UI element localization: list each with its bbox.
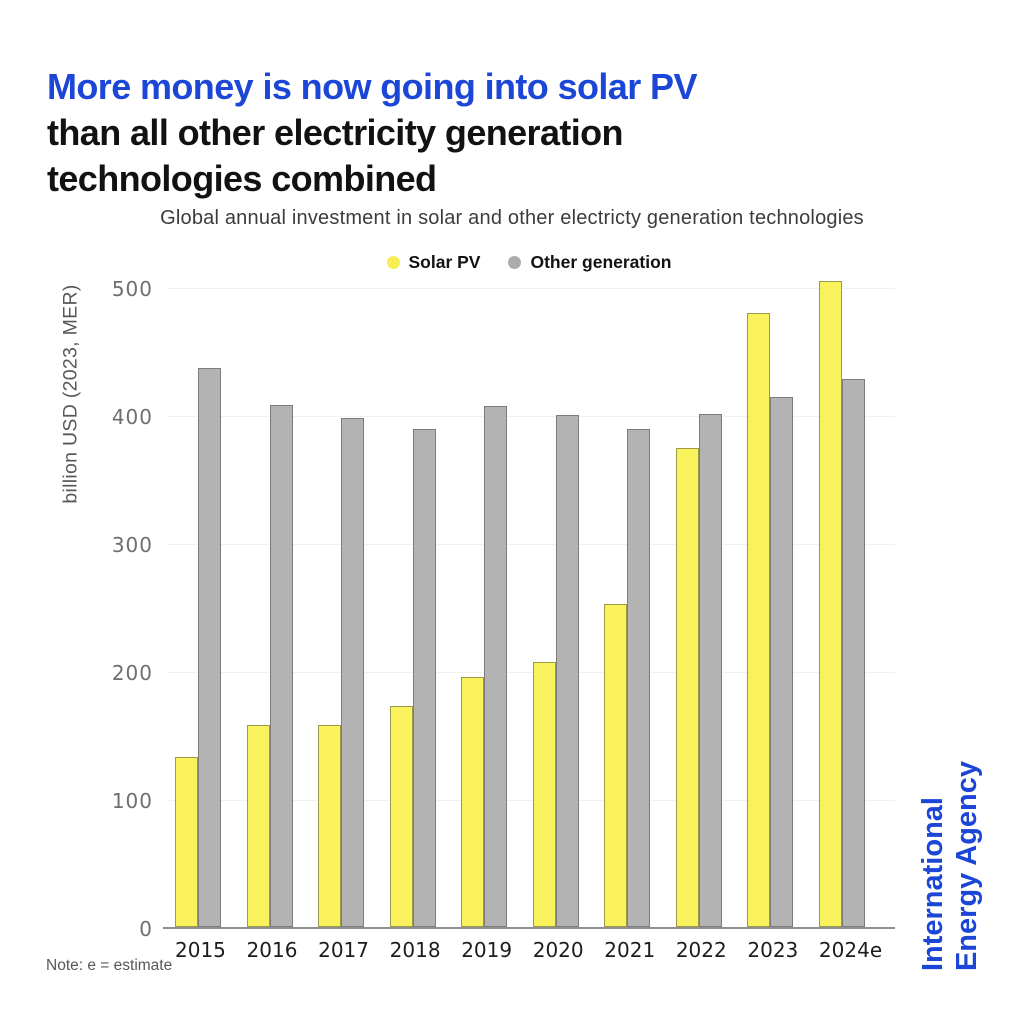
bars-layer [175, 269, 865, 927]
gridline-200 [168, 672, 895, 673]
other-generation-bar-2017 [341, 417, 365, 927]
solar-pv-bar-2023 [747, 312, 771, 927]
legend-dot-icon [386, 256, 400, 269]
x-tick-2024e: 2024e [818, 938, 883, 962]
other-generation-bar-2021 [627, 429, 651, 927]
other-generation-bar-2024e [841, 379, 865, 927]
y-tick-0: 0 [139, 917, 153, 941]
y-tick-200: 200 [111, 661, 153, 685]
other-generation-bar-2018 [412, 429, 436, 927]
y-tick-500: 500 [111, 277, 153, 301]
y-tick-100: 100 [111, 789, 153, 813]
solar-pv-bar-2021 [604, 604, 628, 927]
other-generation-bar-2015 [198, 367, 221, 927]
legend-item-solar-pv: Solar PV [386, 252, 481, 273]
page-title-line2: than all other electricity generation [47, 112, 624, 154]
gridline-500 [168, 288, 895, 289]
y-tick-400: 400 [111, 405, 153, 429]
other-generation-bar-2016 [269, 404, 293, 927]
solar-pv-bar-2022 [675, 448, 699, 927]
other-generation-bar-2020 [555, 415, 579, 927]
other-generation-bar-2019 [484, 406, 508, 927]
other-generation-bar-2022 [698, 413, 722, 927]
solar-pv-bar-2016 [246, 724, 270, 927]
bar-group-2016 [246, 404, 293, 927]
bar-group-2019 [461, 406, 508, 927]
x-tick-2022: 2022 [675, 938, 727, 962]
solar-pv-bar-2017 [318, 724, 342, 927]
x-tick-2023: 2023 [747, 938, 799, 962]
bar-group-2018 [389, 429, 436, 927]
other-generation-bar-2023 [770, 397, 794, 927]
gridline-100 [168, 800, 895, 801]
page-title-line3: technologies combined [47, 158, 437, 200]
x-tick-2020: 2020 [532, 938, 584, 962]
plot-area [163, 280, 895, 929]
x-tick-2017: 2017 [318, 938, 369, 962]
x-tick-2018: 2018 [389, 938, 441, 962]
legend-item-other-generation: Other generation [508, 252, 671, 273]
solar-pv-bar-2020 [532, 662, 556, 927]
x-tick-2021: 2021 [604, 938, 656, 962]
solar-pv-bar-2019 [461, 677, 485, 927]
iea-logo-text: International Energy Agency [916, 761, 984, 971]
bar-group-2017 [318, 417, 365, 927]
footnote: Note: e = estimate [46, 957, 173, 974]
y-axis-ticks: 0 100 200 300 400 500 [90, 277, 153, 941]
x-tick-2016: 2016 [246, 938, 298, 962]
bar-group-2023 [747, 312, 794, 927]
iea-logo-line2: Energy Agency [951, 760, 983, 972]
solar-pv-bar-2018 [389, 705, 413, 927]
page-title: More money is now going into solar PV th… [47, 64, 847, 202]
solar-pv-bar-2024e [818, 280, 842, 927]
y-axis-title: billion USD (2023, MER) [59, 284, 82, 504]
x-tick-2015: 2015 [175, 938, 226, 962]
bar-group-2020 [532, 415, 579, 927]
bar-group-2021 [604, 429, 651, 927]
chart-subtitle: Global annual investment in solar and ot… [160, 207, 864, 229]
gridline-300 [168, 544, 895, 545]
solar-pv-bar-2015 [175, 756, 198, 927]
legend-label: Solar PV [408, 252, 481, 272]
x-axis-labels: 2015 2016 2017 2018 2019 2020 2021 2022 2023 2024… [175, 938, 883, 962]
gridline-400 [168, 416, 895, 417]
bar-group-2022 [675, 413, 722, 927]
legend: Solar PV Other generation [163, 252, 895, 273]
x-axis-line [163, 927, 895, 929]
bar-group-2015 [175, 367, 221, 927]
legend-label: Other generation [530, 252, 672, 272]
iea-logo-line1: International [917, 797, 949, 972]
legend-dot-icon [508, 256, 522, 269]
x-tick-2019: 2019 [461, 938, 513, 962]
bar-group-2024e [818, 280, 865, 927]
y-tick-300: 300 [111, 533, 153, 557]
page-title-highlight: More money is now going into solar PV [47, 66, 697, 108]
